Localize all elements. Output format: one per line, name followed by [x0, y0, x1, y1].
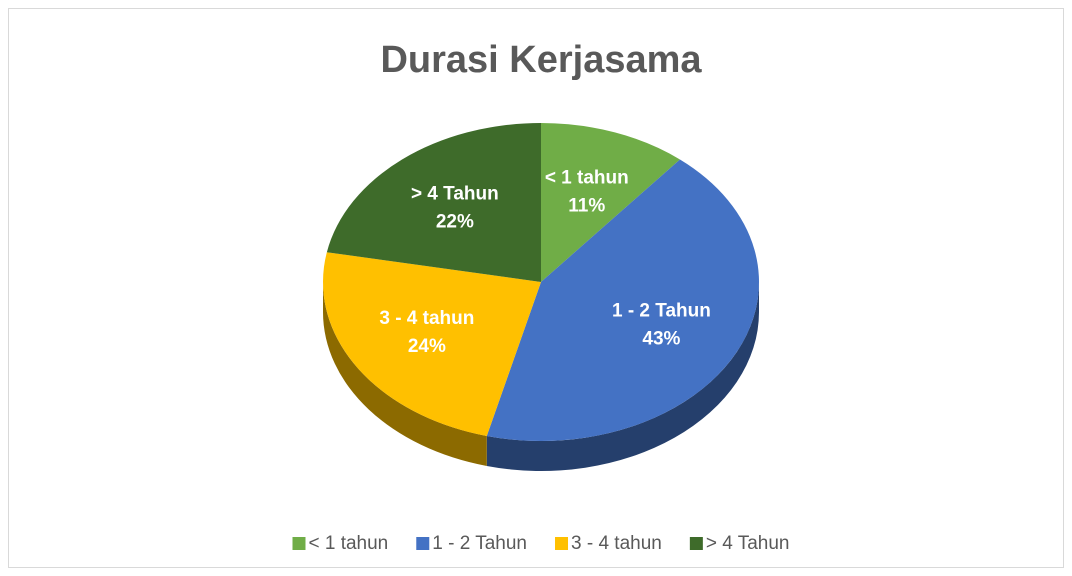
chart-title: Durasi Kerjasama [380, 39, 702, 81]
data-label-name: < 1 tahun [545, 167, 629, 188]
data-label-value: 24% [408, 336, 446, 357]
legend-label: < 1 tahun [308, 533, 388, 554]
data-label-name: > 4 Tahun [411, 184, 499, 205]
legend-label: 3 - 4 tahun [571, 533, 662, 554]
data-label-value: 22% [436, 212, 474, 233]
pie-side [323, 282, 487, 467]
legend-swatch [689, 537, 703, 550]
data-label-value: 43% [642, 328, 680, 349]
data-label-name: 1 - 2 Tahun [612, 300, 711, 321]
pie-slice [541, 123, 680, 282]
data-label-name: 3 - 4 tahun [379, 308, 474, 329]
legend-label: 1 - 2 Tahun [432, 533, 527, 554]
pie-slice [323, 252, 541, 437]
pie-slice [486, 159, 759, 441]
data-label-value: 11% [568, 195, 605, 216]
legend-swatch [292, 537, 306, 550]
pie-slice [326, 122, 541, 282]
pie-side [486, 282, 759, 471]
legend-swatch [416, 537, 430, 550]
legend-label: > 4 Tahun [706, 533, 790, 554]
legend-swatch [555, 537, 569, 550]
